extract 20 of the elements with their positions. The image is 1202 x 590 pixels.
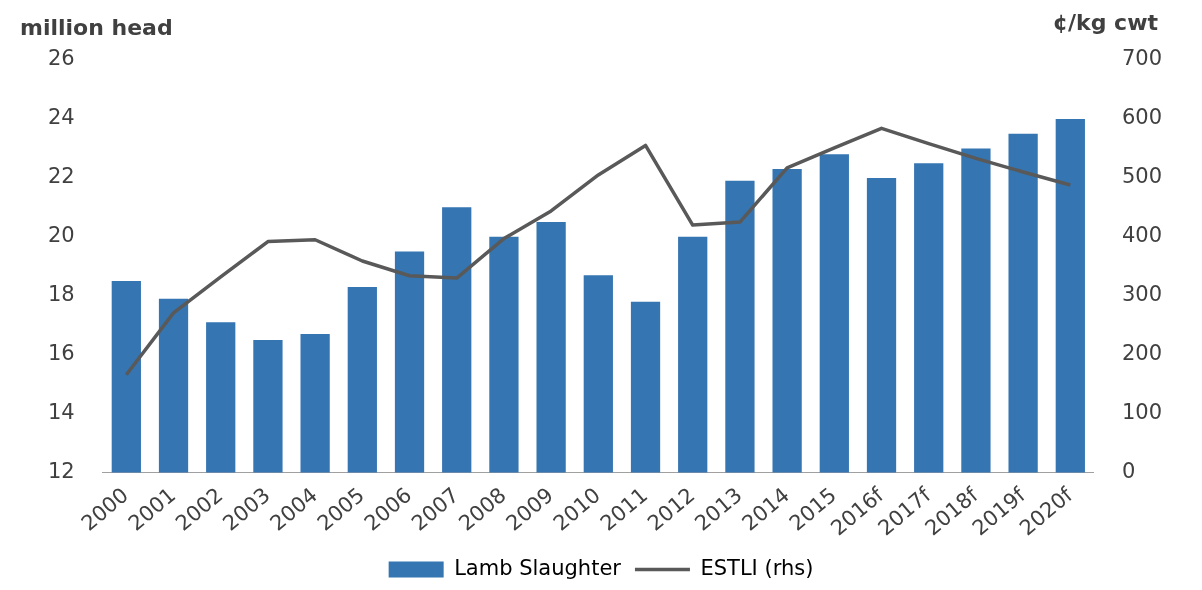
y-tick-label: 14 (47, 400, 75, 425)
y-tick-label: 12 (47, 459, 75, 484)
legend-label: Lamb Slaughter (454, 555, 622, 580)
y-tick-label: 16 (47, 341, 75, 366)
legend-label: ESTLI (rhs) (700, 555, 814, 580)
y2-tick-label: 100 (1121, 400, 1163, 425)
y-tick-label: 22 (47, 164, 75, 189)
y2-tick-label: 200 (1121, 341, 1163, 366)
y2-tick-label: 0 (1121, 459, 1136, 484)
y-axis-title: million head (20, 15, 173, 40)
y-tick-label: 20 (47, 223, 75, 248)
y-tick-label: 18 (47, 282, 75, 307)
y-tick-label: 24 (47, 105, 75, 130)
y2-tick-label: 400 (1121, 223, 1163, 248)
y2-tick-label: 300 (1121, 282, 1163, 307)
y2-tick-label: 600 (1121, 105, 1163, 130)
y2-tick-label: 500 (1121, 164, 1163, 189)
y2-axis-title: ¢/kg cwt (1052, 10, 1159, 35)
y2-tick-label: 700 (1121, 46, 1163, 71)
y-tick-label: 26 (47, 46, 75, 71)
